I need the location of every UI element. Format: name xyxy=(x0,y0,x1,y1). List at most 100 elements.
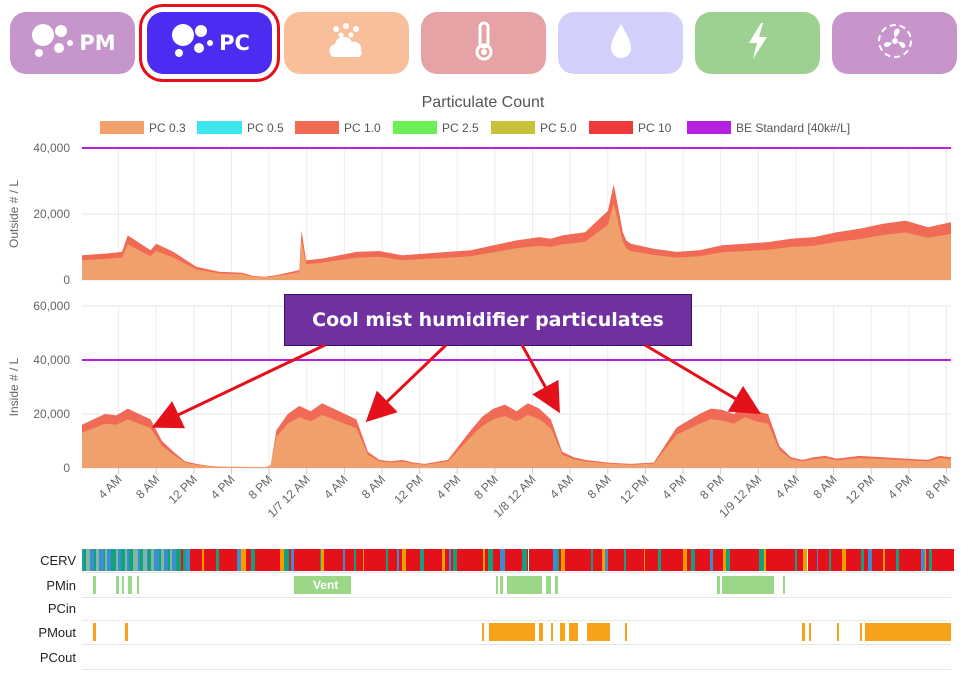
strip-segment xyxy=(526,549,529,571)
strip-segment xyxy=(215,549,220,571)
strip-pcin xyxy=(82,597,951,619)
legend-item[interactable]: BE Standard [40k#/L] xyxy=(687,121,850,135)
strip-segment xyxy=(334,549,338,571)
tab-pc[interactable]: PC xyxy=(139,4,280,82)
strip-segment xyxy=(327,549,333,571)
strip-segment xyxy=(790,549,796,571)
strip-segment xyxy=(392,549,397,571)
strip-segment xyxy=(723,549,727,571)
strip-segment xyxy=(614,549,619,571)
strip-segment xyxy=(146,549,149,571)
strip-segment xyxy=(431,549,436,571)
legend-item[interactable]: PC 1.0 xyxy=(295,121,381,135)
strip-label: PCout xyxy=(39,650,76,665)
x-tick-label: 8 AM xyxy=(133,472,162,501)
tab-power[interactable] xyxy=(695,12,820,74)
x-axis: 4 AM 8 AM 12 PM 4 PM 8 PM1/7 12 AM 4 AM 8 AM 12… xyxy=(95,468,953,520)
strip-segment xyxy=(636,549,640,571)
legend-item[interactable]: PC 2.5 xyxy=(393,121,479,135)
strip-segment xyxy=(872,549,875,571)
tab-aqi[interactable] xyxy=(284,12,409,74)
strip-segment xyxy=(722,576,774,594)
strip-segment xyxy=(148,549,151,571)
tab-temp[interactable] xyxy=(421,12,546,74)
strip-segment xyxy=(107,549,112,571)
strip-segment xyxy=(569,549,572,571)
legend-label: PC 0.3 xyxy=(149,121,186,135)
strip-segment xyxy=(272,549,277,571)
strip-segment xyxy=(85,549,90,571)
y-tick-label: 20,000 xyxy=(33,407,70,421)
legend-item[interactable]: PC 0.3 xyxy=(100,121,186,135)
strip-segment xyxy=(907,549,911,571)
legend-label: PC 10 xyxy=(638,121,672,135)
strip-segment xyxy=(629,549,635,571)
strip-segment xyxy=(904,549,908,571)
tab-pm[interactable]: PM xyxy=(10,12,135,74)
strip-segment xyxy=(342,549,346,571)
strip-segment xyxy=(859,549,862,571)
strip-segment xyxy=(427,549,430,571)
legend-item[interactable]: PC 5.0 xyxy=(491,121,577,135)
strip-segment xyxy=(809,623,812,641)
strip-segment xyxy=(298,549,300,571)
strip-segment xyxy=(423,549,428,571)
sensor-tab-bar: PM PC xyxy=(0,0,975,86)
strip-segment xyxy=(506,549,510,571)
particles-icon xyxy=(169,21,215,66)
strip-segment xyxy=(172,549,176,571)
strip-segment xyxy=(341,549,343,571)
strip-segment xyxy=(137,549,140,571)
strip-segment xyxy=(116,576,119,594)
strip-segment xyxy=(608,549,613,571)
legend-swatch xyxy=(687,121,731,134)
strip-segment xyxy=(582,549,587,571)
legend-label: PC 0.5 xyxy=(247,121,284,135)
strip-segment xyxy=(129,549,133,571)
strip-segment xyxy=(665,549,667,571)
strip-segment xyxy=(656,549,659,571)
strip-segment xyxy=(677,549,680,571)
strip-segment xyxy=(388,549,393,571)
strip-segment xyxy=(647,549,652,571)
strip-segment xyxy=(764,549,767,571)
x-tick-label: 12 PM xyxy=(391,472,425,506)
strip-segment xyxy=(782,576,786,594)
legend-swatch xyxy=(589,121,633,134)
strip-segment xyxy=(429,549,432,571)
strip-divider xyxy=(82,597,951,598)
strip-segment xyxy=(413,549,419,571)
strip-segment xyxy=(587,623,611,641)
strip-segment xyxy=(535,549,538,571)
strip-segment xyxy=(355,549,359,571)
strip-segment xyxy=(125,623,128,641)
strip-segment xyxy=(493,549,497,571)
strip-segment xyxy=(237,549,241,571)
strip-segment xyxy=(305,549,311,571)
legend-item[interactable]: PC 10 xyxy=(589,121,672,135)
tab-fan[interactable] xyxy=(832,12,957,74)
strip-segment xyxy=(83,549,86,571)
strip-segment xyxy=(111,549,116,571)
strip-segment xyxy=(299,549,302,571)
strip-segment xyxy=(168,549,170,571)
legend-item[interactable]: PC 0.5 xyxy=(197,121,284,135)
y-tick-label: 20,000 xyxy=(33,207,70,221)
strip-segment xyxy=(802,623,805,641)
legend-swatch xyxy=(393,121,437,134)
tab-humidity[interactable] xyxy=(558,12,683,74)
strip-segment xyxy=(747,549,752,571)
strip-segment xyxy=(191,549,194,571)
strip-segment xyxy=(845,549,851,571)
strip-segment xyxy=(82,549,84,571)
strip-divider xyxy=(82,669,951,670)
strip-segment xyxy=(850,549,853,571)
strip-segment xyxy=(104,549,108,571)
strip-segment xyxy=(375,549,378,571)
strip-segment xyxy=(557,549,559,571)
strip-segment xyxy=(795,549,797,571)
strip-segment xyxy=(240,549,246,571)
x-tick-label: 12 PM xyxy=(843,472,877,506)
fan-icon xyxy=(872,21,918,66)
strip-segment xyxy=(699,549,702,571)
